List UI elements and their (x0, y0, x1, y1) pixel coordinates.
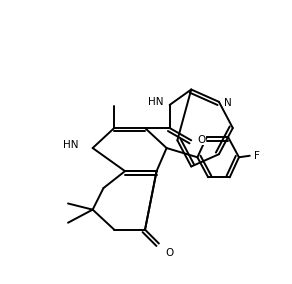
Text: F: F (254, 151, 260, 161)
Text: HN: HN (148, 97, 164, 107)
Text: HN: HN (63, 140, 79, 150)
Text: N: N (224, 98, 231, 108)
Text: O: O (165, 248, 173, 258)
Text: O: O (197, 135, 206, 145)
